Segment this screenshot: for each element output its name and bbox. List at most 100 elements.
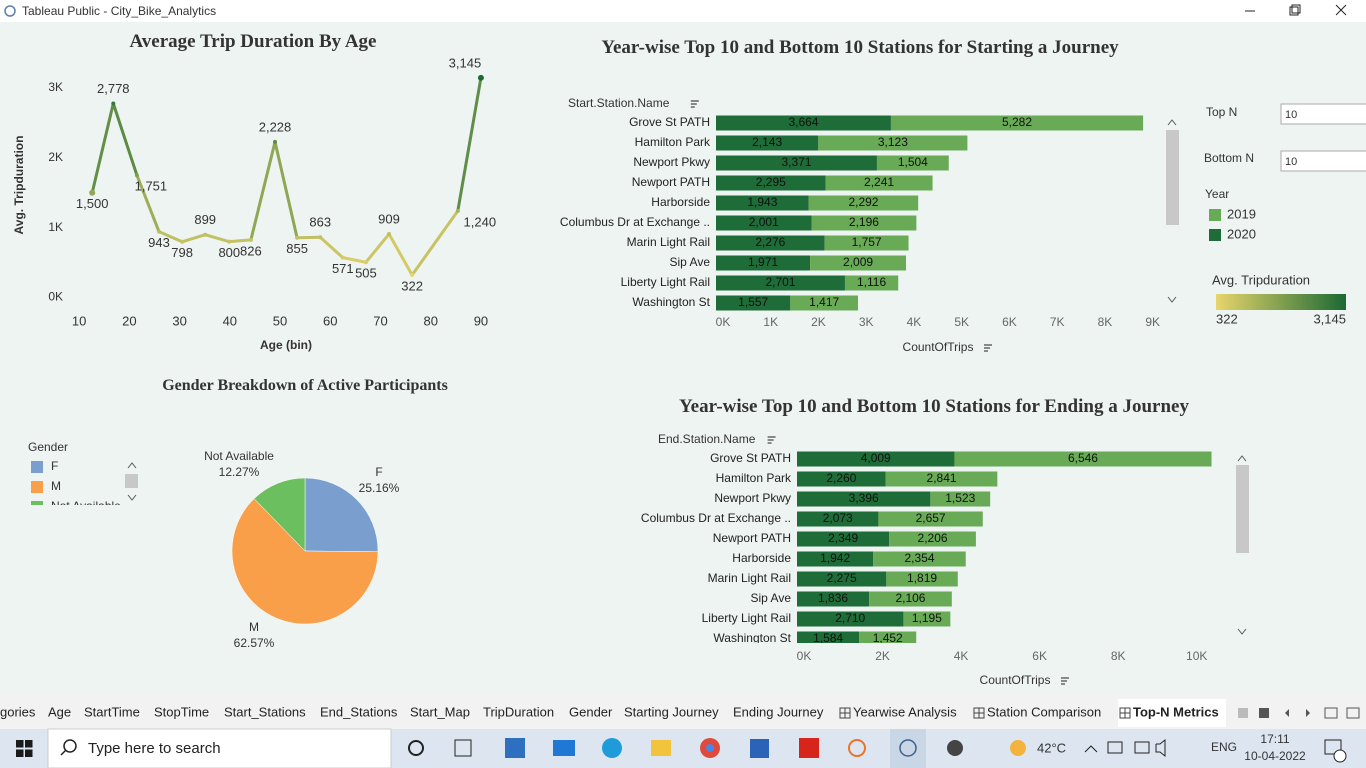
value-label: 1,504 [898,155,928,169]
tab-icon [839,707,851,719]
control-value[interactable]: 10 [1285,156,1297,168]
title-bar [0,0,1366,22]
chart-title: Year-wise Top 10 and Bottom 10 Stations … [601,37,1119,58]
value-label: 1,757 [852,235,882,249]
bar-segment [878,511,983,527]
category-label: Harborside [651,195,710,209]
value-label: 3,664 [788,115,818,129]
control-value[interactable]: 10 [1285,109,1297,121]
bar-segment [903,611,951,627]
value-label: 2,275 [827,571,857,585]
value-label: 1,240 [464,214,497,229]
value-label: 2,701 [765,275,795,289]
window-controls[interactable] [1245,4,1347,16]
top-n-input[interactable] [1280,103,1366,125]
search-placeholder[interactable]: Type here to search [88,740,221,757]
tab-label[interactable]: End_Stations [320,704,398,719]
category-label: Columbus Dr at Exchange .. [560,215,710,229]
bar-segment [716,115,891,131]
value-label: 798 [171,245,193,260]
x-tick-label: 0K [797,649,812,663]
scrollbar[interactable] [125,462,138,501]
x-tick-label: 2K [811,315,826,329]
legend-swatch [31,461,43,473]
tab-label[interactable]: Top-N Metrics [1133,704,1219,719]
sort-icon[interactable] [984,344,992,352]
category-label: Columbus Dr at Exchange .. [641,511,791,525]
slice-label: M [249,620,259,634]
bar-segment [716,175,826,191]
legend-swatch [31,501,43,505]
value-label: 2,841 [927,471,957,485]
tray-icons[interactable] [1084,738,1347,763]
tab-label[interactable]: TripDuration [483,704,554,719]
value-label: 1,971 [748,255,778,269]
category-label: Liberty Light Rail [621,275,710,289]
value-label: 3,145 [449,55,482,70]
category-label: Liberty Light Rail [702,611,791,625]
value-label: 322 [401,278,423,293]
line-panel [4,66,520,360]
tab-scroll-controls[interactable] [1238,707,1360,719]
bar-segment [797,591,870,607]
category-label: Sip Ave [670,255,711,269]
value-label: 3,371 [781,155,811,169]
tab-label[interactable]: StopTime [154,704,209,719]
scrollbar[interactable] [1166,119,1179,303]
line-segment [410,209,460,277]
tab-label[interactable]: Yearwise Analysis [853,704,957,719]
slice-value: 62.57% [234,636,275,650]
category-label: Newport PATH [632,175,710,189]
bar-segment [825,175,933,191]
x-tick-label: 6K [1032,649,1047,663]
legend-min: 322 [1216,311,1238,326]
point [410,273,415,278]
search-box[interactable] [47,728,392,768]
category-label: Washington St [632,295,710,309]
chart-title: Average Trip Duration By Age [129,31,377,52]
line-segment [273,140,299,240]
start-button[interactable] [16,740,33,757]
value-label: 2,292 [848,195,878,209]
value-label: 1,819 [907,571,937,585]
value-label: 2,206 [918,531,948,545]
value-label: 2,196 [849,215,879,229]
tab-label[interactable]: Gender [569,704,613,719]
tab-label[interactable]: Ending Journey [733,704,824,719]
tab-label[interactable]: Starting Journey [624,704,719,719]
tab-icon [973,707,985,719]
bottom-n-input[interactable] [1280,150,1366,172]
tab-label[interactable]: Start_Stations [224,704,306,719]
tab-label[interactable]: Start_Map [410,704,470,719]
bar-segment [797,551,874,567]
line-segment [111,101,139,177]
bar-segment [716,275,845,291]
sort-icon[interactable] [767,436,776,444]
tab-label[interactable]: StartTime [84,704,140,719]
bar-segment [716,155,877,171]
active-tab[interactable] [1118,699,1226,727]
x-tick-label: 10 [72,313,86,328]
taskbar-apps[interactable] [408,729,1026,768]
point [134,173,139,178]
tab-label[interactable]: Age [48,704,71,719]
window-title: Tableau Public - City_Bike_Analytics [22,4,216,18]
value-label: 2,354 [904,551,934,565]
tab-icon [1119,707,1131,719]
pie-slice [253,477,306,552]
value-label: 2,657 [916,511,946,525]
bar-segment [790,295,858,311]
point [273,139,278,144]
x-tick-label: 60 [323,313,337,328]
scrollbar[interactable] [1236,455,1249,635]
tab-label[interactable]: gories [0,704,36,719]
sort-icon[interactable] [690,100,699,108]
value-label: 1,836 [818,591,848,605]
tab-label[interactable]: Station Comparison [987,704,1101,719]
sort-icon[interactable] [1061,677,1069,685]
control-label: Top N [1206,105,1237,119]
value-label: 2,260 [826,471,856,485]
bar-segment [811,215,917,231]
bar-segment [810,255,907,271]
value-label: 1,195 [912,611,942,625]
